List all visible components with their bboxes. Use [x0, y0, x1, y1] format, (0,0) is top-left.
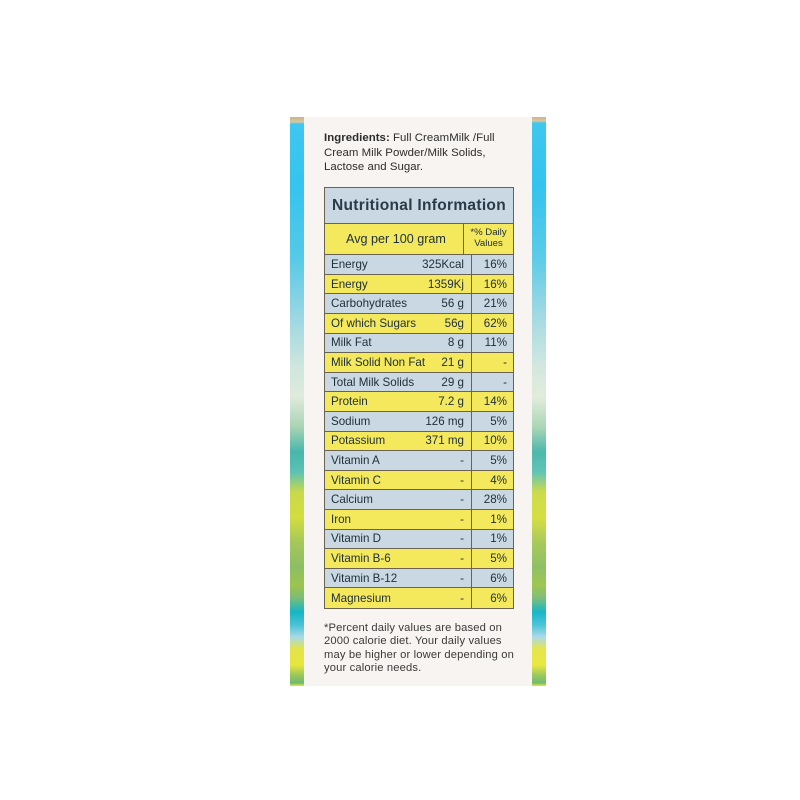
panel-content: Ingredients: Full CreamMilk /Full Cream …	[304, 117, 532, 686]
nutrient-label: Milk Fat	[331, 336, 372, 350]
nutrient-rows: Energy 325Kcal 16% Energy 1359Kj 16% Carbohydr…	[325, 255, 513, 608]
nutrient-label: Energy	[331, 258, 368, 272]
table-row: Energy 1359Kj 16%	[325, 274, 513, 295]
nutrient-label: Vitamin A	[331, 454, 380, 468]
nutrient-daily-value: 5%	[471, 412, 513, 431]
table-row: Milk Solid Non Fat 21 g-	[325, 353, 513, 373]
table-row: Vitamin B-12 -6%	[325, 568, 513, 589]
nutrient-daily-value: 1%	[471, 529, 513, 549]
nutrient-value: 56 g	[441, 297, 464, 311]
decorative-edge-strip-left	[290, 117, 304, 686]
ingredients-label: Ingredients:	[324, 132, 390, 144]
nutrient-daily-value: 1%	[471, 510, 513, 529]
nutrient-daily-value: 6%	[471, 568, 513, 588]
nutrient-label: Milk Solid Non Fat	[331, 356, 426, 370]
nutrient-daily-value: 28%	[471, 490, 513, 509]
nutrient-label: Vitamin B-12	[331, 571, 398, 585]
decorative-edge-strip-right	[532, 117, 546, 686]
nutrient-value: -	[460, 591, 464, 605]
daily-value-header-line1: *% Daily	[470, 227, 507, 239]
nutrition-information-table: Nutritional Information Avg per 100 gram…	[324, 186, 514, 609]
table-row: Vitamin A -5%	[325, 451, 513, 471]
daily-value-footnote: *Percent daily values are based on 2000 …	[324, 621, 514, 675]
table-row: Vitamin D -1%	[325, 529, 513, 550]
nutrient-daily-value: 6%	[471, 588, 513, 608]
nutrient-daily-value: 14%	[471, 392, 513, 412]
ingredients-text: Full CreamMilk /Full Cream Milk Powder/M…	[324, 132, 495, 174]
nutrient-label: Vitamin B-6	[331, 551, 391, 565]
nutrient-value: 8 g	[447, 336, 464, 350]
nutrient-label: Potassium	[331, 434, 386, 448]
serving-basis-label: Avg per 100 gram	[346, 232, 446, 247]
daily-value-header-line2: Values	[474, 238, 503, 250]
table-row: Vitamin B-6 -5%	[325, 549, 513, 569]
nutrient-daily-value: 16%	[471, 255, 513, 274]
nutrient-daily-value: 10%	[471, 431, 513, 451]
nutrient-label: Magnesium	[331, 591, 391, 605]
nutrient-value: 371 mg	[425, 434, 464, 448]
nutrient-label: Of which Sugars	[331, 316, 417, 330]
nutrient-label: Protein	[331, 395, 368, 409]
nutrient-value: -	[460, 532, 464, 546]
daily-value-header: *% Daily Values	[463, 224, 513, 255]
ingredients-block: Ingredients: Full CreamMilk /Full Cream …	[324, 131, 514, 175]
table-row: Calcium -28%	[325, 490, 513, 510]
nutrition-table-title: Nutritional Information	[325, 187, 513, 225]
table-row: Energy 325Kcal 16%	[325, 255, 513, 275]
nutrient-value: 29 g	[441, 375, 464, 389]
nutrient-label: Energy	[331, 277, 368, 291]
package-back-panel: Ingredients: Full CreamMilk /Full Cream …	[290, 117, 546, 686]
nutrient-value: -	[460, 493, 464, 507]
nutrient-value: -	[460, 551, 464, 565]
nutrient-label: Iron	[331, 512, 351, 526]
nutrient-label: Total Milk Solids	[331, 375, 415, 389]
nutrient-daily-value: 16%	[471, 274, 513, 294]
table-row: Iron -1%	[325, 510, 513, 530]
nutrient-value: -	[460, 454, 464, 468]
nutrient-daily-value: -	[471, 372, 513, 392]
nutrient-value: 126 mg	[425, 414, 464, 428]
table-row: Potassium 371 mg 10%	[325, 431, 513, 452]
table-row: Vitamin C -4%	[325, 470, 513, 491]
nutrient-daily-value: 21%	[471, 294, 513, 314]
nutrient-value: -	[460, 473, 464, 487]
nutrient-value: 56g	[444, 316, 464, 330]
nutrient-value: 7.2 g	[438, 395, 464, 409]
table-row: Total Milk Solids 29 g-	[325, 372, 513, 393]
nutrient-daily-value: 62%	[471, 314, 513, 333]
nutrient-label: Vitamin D	[331, 532, 382, 546]
nutrient-label: Sodium	[331, 414, 371, 428]
table-row: Magnesium -6%	[325, 588, 513, 608]
table-row: Of which Sugars 56g 62%	[325, 314, 513, 334]
nutrient-daily-value: 11%	[471, 333, 513, 353]
nutrient-value: 1359Kj	[427, 277, 464, 291]
nutrient-label: Carbohydrates	[331, 297, 408, 311]
nutrient-value: 21 g	[441, 356, 464, 370]
nutrient-daily-value: 5%	[471, 451, 513, 470]
table-row: Carbohydrates 56 g 21%	[325, 294, 513, 315]
nutrient-value: -	[460, 571, 464, 585]
nutrient-daily-value: -	[471, 353, 513, 372]
table-row: Protein 7.2 g 14%	[325, 392, 513, 413]
nutrient-value: -	[460, 512, 464, 526]
nutrition-table-subheader: Avg per 100 gram *% Daily Values	[325, 224, 513, 256]
nutrient-label: Calcium	[331, 493, 373, 507]
nutrient-daily-value: 5%	[471, 549, 513, 568]
nutrient-value: 325Kcal	[422, 258, 464, 272]
table-row: Milk Fat 8 g 11%	[325, 333, 513, 354]
table-row: Sodium 126 mg 5%	[325, 412, 513, 432]
nutrient-label: Vitamin C	[331, 473, 382, 487]
nutrient-daily-value: 4%	[471, 470, 513, 490]
